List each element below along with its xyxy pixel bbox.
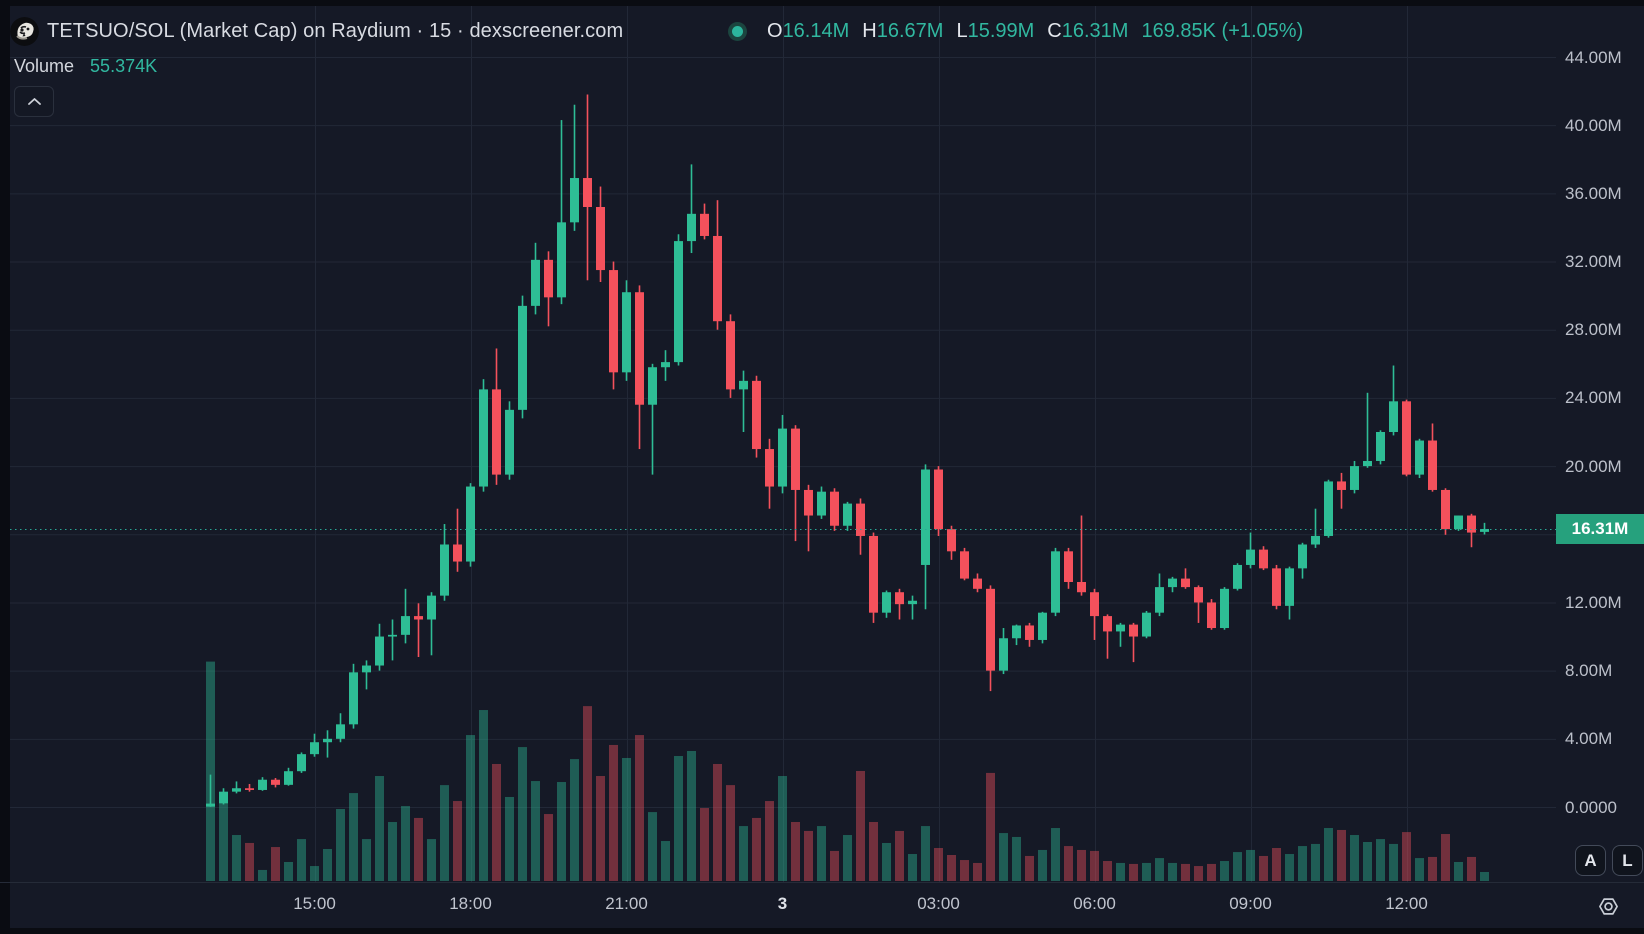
price-axis-label: 12.00M bbox=[1565, 592, 1622, 612]
chart-title[interactable]: TETSUO/SOL (Market Cap) on Raydium · 15 … bbox=[47, 19, 624, 42]
open-label: O bbox=[767, 19, 783, 42]
price-axis-label: 32.00M bbox=[1565, 252, 1622, 272]
live-status-icon bbox=[728, 21, 747, 41]
log-scale-button[interactable]: L bbox=[1612, 845, 1643, 876]
time-axis-label: 3 bbox=[777, 894, 788, 913]
price-axis-label: 4.00M bbox=[1565, 729, 1613, 749]
high-label: H bbox=[862, 19, 877, 42]
high-value: 16.67M bbox=[876, 19, 944, 42]
price-axis-label: 8.00M bbox=[1565, 661, 1613, 681]
price-axis-label: 24.00M bbox=[1565, 388, 1622, 408]
volume-value: 55.374K bbox=[90, 55, 158, 76]
axis-scale-buttons: A L bbox=[1575, 845, 1643, 876]
ohlc-row: O16.14M H16.67M L15.99M C16.31M 169.85K … bbox=[728, 14, 1303, 48]
candles bbox=[206, 94, 1489, 807]
price-axis-label: 36.00M bbox=[1565, 183, 1622, 203]
price-axis-label: 20.00M bbox=[1565, 456, 1622, 476]
time-axis[interactable]: 15:00 18:00 21:00 3 03:00 06:00 09:00 12:00 bbox=[0, 883, 1644, 928]
volume-legend: Volume 55.374K bbox=[14, 56, 157, 76]
price-axis-label: 0.0000 bbox=[1565, 797, 1617, 817]
chevron-up-icon bbox=[27, 98, 41, 105]
low-value: 15.99M bbox=[967, 19, 1035, 42]
time-axis-label: 06:00 bbox=[1073, 894, 1116, 913]
open-value: 16.14M bbox=[782, 19, 850, 42]
volume-label: Volume bbox=[14, 55, 75, 76]
collapse-legend-button[interactable] bbox=[14, 86, 54, 117]
chart-legend: TETSUO/SOL (Market Cap) on Raydium · 15 … bbox=[10, 14, 623, 48]
price-axis-label: 44.00M bbox=[1565, 47, 1622, 67]
time-axis-label: 03:00 bbox=[917, 894, 960, 913]
settings-gear-icon[interactable] bbox=[1596, 894, 1621, 924]
price-axis-label: 40.00M bbox=[1565, 115, 1622, 135]
last-price-badge: 16.31M bbox=[1556, 513, 1644, 544]
volume-bars bbox=[206, 661, 1489, 881]
close-label: C bbox=[1047, 19, 1062, 42]
low-label: L bbox=[956, 19, 968, 42]
price-axis[interactable]: 44.00M 40.00M 36.00M 32.00M 28.00M 24.00M 20.0… bbox=[1556, 6, 1644, 882]
change-value: 169.85K (+1.05%) bbox=[1141, 19, 1304, 42]
close-value: 16.31M bbox=[1061, 19, 1129, 42]
token-logo bbox=[10, 16, 39, 46]
time-axis-label: 09:00 bbox=[1229, 894, 1272, 913]
price-axis-label: 28.00M bbox=[1565, 320, 1622, 340]
time-axis-label: 12:00 bbox=[1385, 894, 1428, 913]
time-axis-label: 18:00 bbox=[449, 894, 492, 913]
time-axis-label: 15:00 bbox=[293, 894, 336, 913]
ohlc-values: O16.14M H16.67M L15.99M C16.31M 169.85K … bbox=[767, 20, 1303, 43]
time-axis-separator bbox=[0, 882, 1644, 883]
time-axis-label: 21:00 bbox=[605, 894, 648, 913]
auto-scale-button[interactable]: A bbox=[1575, 845, 1606, 876]
